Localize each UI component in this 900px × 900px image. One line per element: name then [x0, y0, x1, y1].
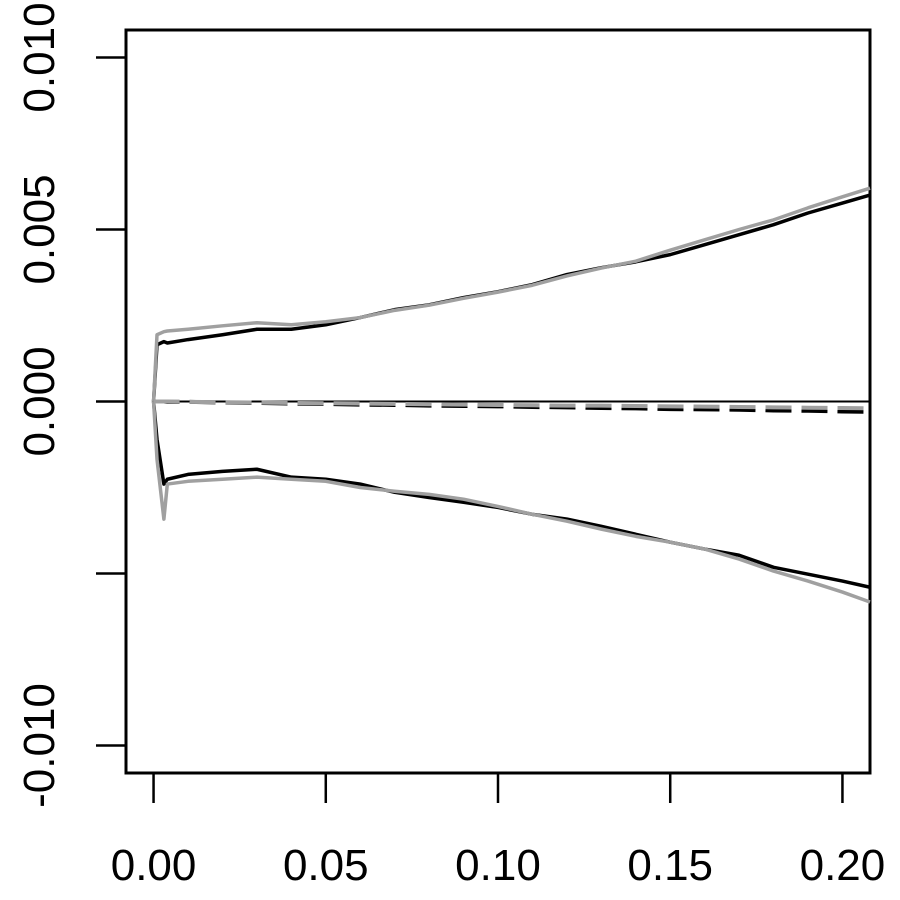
x-tick-label: 0.15 [627, 841, 713, 890]
series-line [151, 186, 871, 402]
x-tick-label: 0.10 [455, 841, 541, 890]
y-tick-label: 0.000 [15, 346, 64, 456]
series-line [153, 399, 871, 414]
series-line [151, 401, 871, 604]
y-tick-label: 0.005 [15, 174, 64, 284]
x-tick-label: 0.05 [283, 841, 369, 890]
x-tick-label: 0.20 [800, 841, 886, 890]
x-tick-label: 0.00 [111, 841, 197, 890]
y-tick-label: 0.010 [15, 2, 64, 112]
y-tick-label: -0.010 [15, 683, 64, 808]
series-line [153, 399, 871, 411]
series-line [151, 401, 871, 589]
series-line [151, 193, 871, 402]
